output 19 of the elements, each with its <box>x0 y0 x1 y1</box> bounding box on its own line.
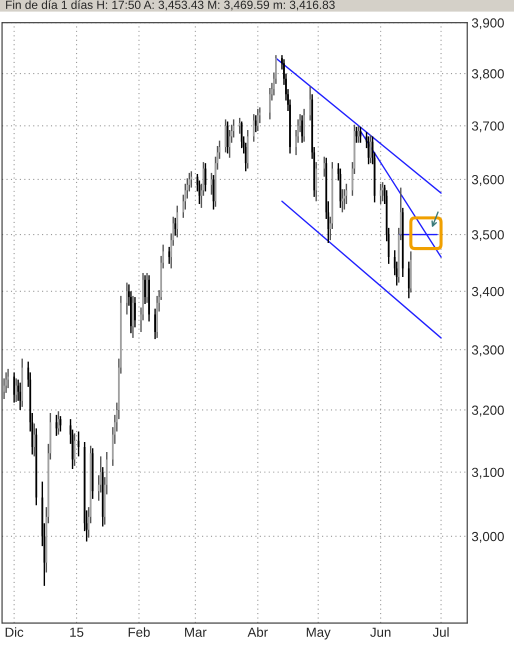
y-tick-label: 3,600 <box>472 174 504 186</box>
y-tick-label: 3,800 <box>472 69 504 80</box>
x-tick-label: Feb <box>128 627 150 637</box>
x-tick-label: Jun <box>370 628 390 637</box>
x-tick-label: Jul <box>432 627 449 637</box>
y-tick-label: 3,200 <box>472 406 504 416</box>
y-tick-label: 3,500 <box>472 230 504 242</box>
y-tick-label: 3,700 <box>472 121 504 132</box>
x-tick-label: Dic <box>6 627 24 637</box>
y-tick-label: 3,300 <box>472 345 504 356</box>
x-tick-label: Abr <box>248 627 268 637</box>
x-tick-label: May <box>306 628 331 640</box>
x-tick-label: 15 <box>70 628 84 637</box>
y-tick-label: 3,400 <box>472 286 504 298</box>
y-tick-label: 3,900 <box>472 18 504 30</box>
chart-title: Fin de día 1 días H: 17:50 A: 3,453.43 M: 3,469.59 m: 3,416.83 <box>6 0 335 10</box>
y-tick-label: 3,100 <box>472 468 504 479</box>
x-tick-label: Mar <box>185 628 207 637</box>
y-tick-label: 3,000 <box>472 532 504 543</box>
